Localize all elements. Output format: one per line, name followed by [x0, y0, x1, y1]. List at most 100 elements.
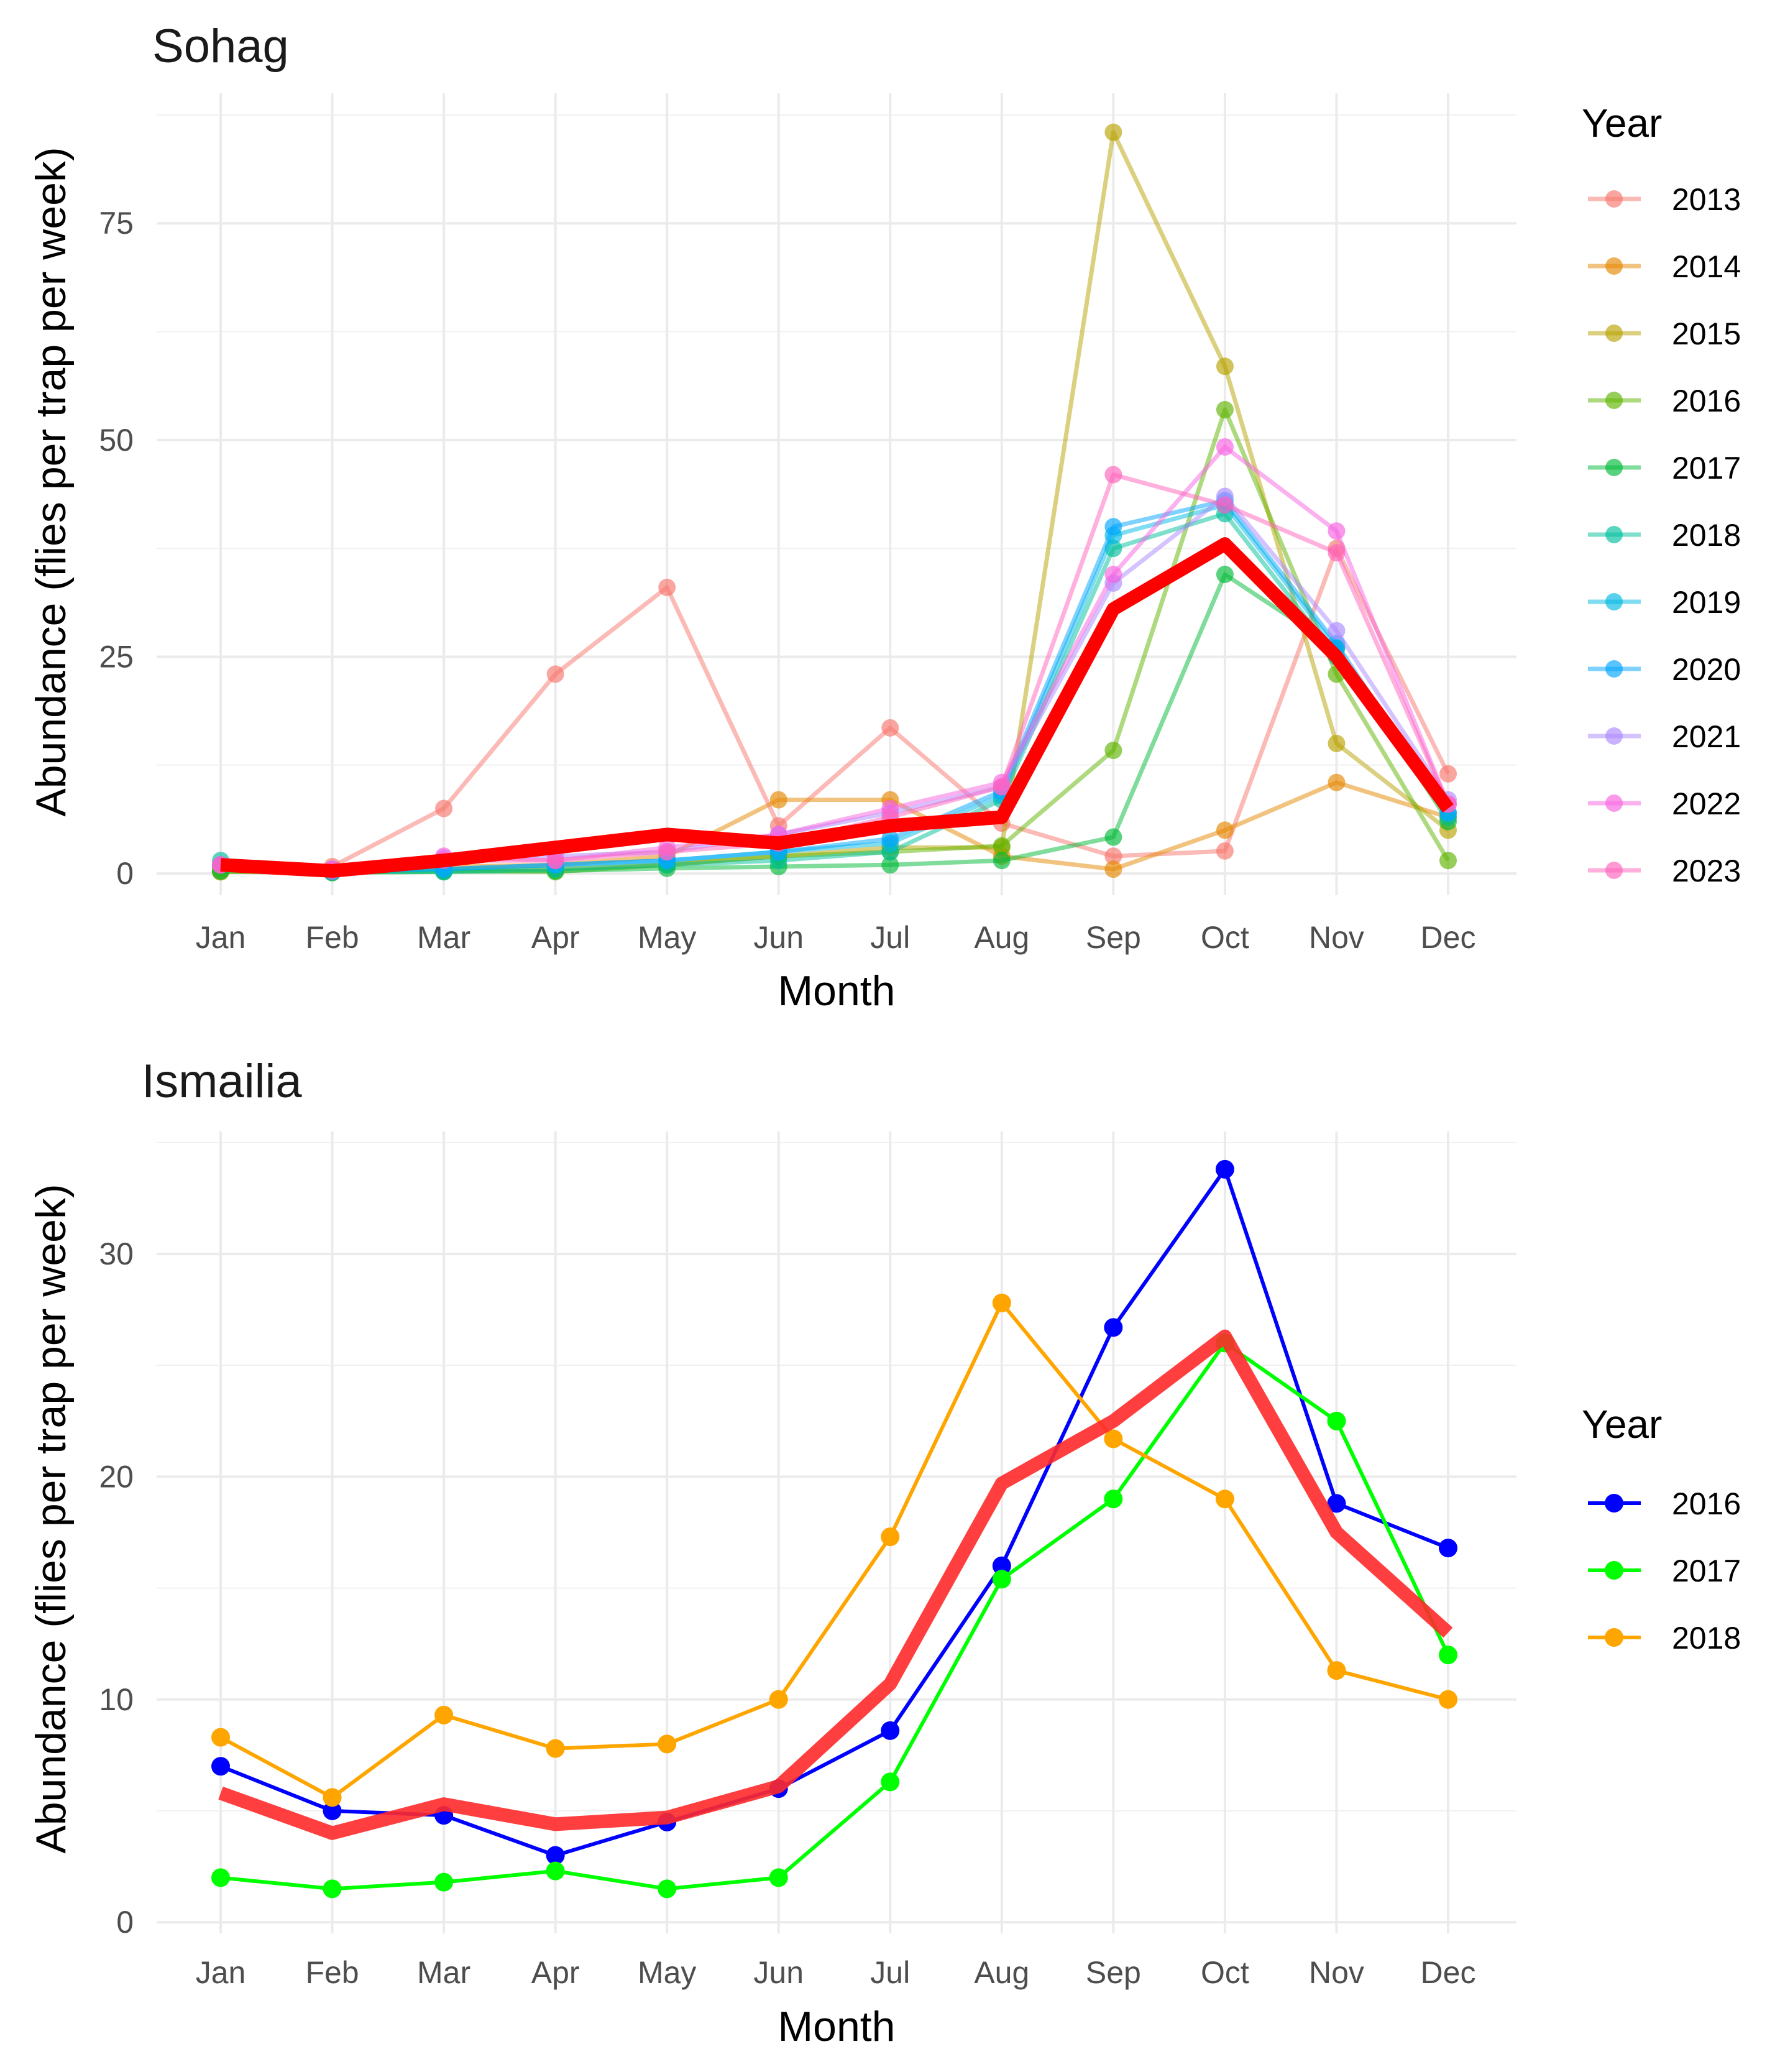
sohag-point-2017 [993, 852, 1011, 870]
sohag-legend-marker [1605, 392, 1623, 409]
ismailia-legend-entry-2016: 2016 [1588, 1486, 1741, 1521]
ismailia-point-2018 [546, 1739, 565, 1758]
sohag-point-2015 [1104, 123, 1122, 141]
ismailia-point-2017 [211, 1868, 230, 1887]
ismailia-point-2016 [211, 1757, 230, 1776]
sohag-point-2023 [1328, 544, 1346, 562]
sohag-legend-label: 2017 [1672, 451, 1741, 486]
legend-title-sohag: Year [1582, 101, 1662, 145]
sohag-legend-marker [1605, 660, 1623, 678]
ismailia-y-tick-label: 10 [99, 1682, 134, 1717]
ismailia-legend-marker [1605, 1494, 1623, 1513]
ismailia-point-2017 [1439, 1646, 1457, 1665]
ismailia-point-2016 [1104, 1318, 1123, 1337]
ismailia-point-2017 [546, 1861, 565, 1881]
ismailia-point-2018 [1327, 1661, 1346, 1680]
ismailia-series-line-2018 [219, 1301, 1449, 1800]
ismailia-x-tick-labels: Jan Feb Mar Apr May Jun Jul Aug Sep Oct Nov Dec [196, 1955, 1476, 1990]
ismailia-point-2018 [323, 1788, 342, 1807]
sohag-legend-label: 2018 [1672, 518, 1741, 553]
sohag-point-2020 [1104, 518, 1122, 536]
ismailia-legend-items: 2016 2017 2018 [1588, 1486, 1741, 1655]
x-axis-title-sohag: Month [778, 967, 896, 1015]
ismailia-x-tick-label: Sep [1086, 1955, 1141, 1990]
ismailia-point-2018 [881, 1527, 900, 1547]
sohag-legend-entry-2021: 2021 [1588, 719, 1741, 754]
sohag-x-tick-label: Dec [1421, 920, 1476, 955]
ismailia-x-tick-label: Feb [305, 1955, 359, 1990]
ismailia-point-2016 [1439, 1539, 1457, 1558]
sohag-legend-entry-2019: 2019 [1588, 585, 1741, 620]
ismailia-legend-marker [1605, 1561, 1623, 1580]
sohag-series-2023 [212, 466, 1457, 880]
sohag-point-2017 [1216, 566, 1234, 583]
sohag-legend-label: 2023 [1672, 854, 1741, 888]
sohag-point-2022 [1216, 438, 1234, 456]
sohag-point-2013 [658, 578, 676, 596]
ismailia-point-2016 [546, 1846, 565, 1865]
sohag-legend-label: 2013 [1672, 182, 1741, 217]
panel-title-ismailia: Ismailia [142, 1055, 302, 1108]
ismailia-point-2017 [769, 1868, 788, 1887]
sohag-point-2014 [1104, 860, 1122, 878]
ismailia-point-2017 [323, 1879, 342, 1899]
ismailia-legend: Year 2016 2017 2018 [1582, 1402, 1741, 1655]
sohag-legend-label: 2021 [1672, 719, 1741, 754]
sohag-x-tick-label: Feb [305, 920, 359, 955]
sohag-legend-marker [1605, 794, 1623, 812]
sohag-legend-label: 2016 [1672, 384, 1741, 418]
ismailia-point-2018 [434, 1705, 454, 1724]
sohag-series-line-2016 [220, 407, 1451, 875]
ismailia-point-2018 [1215, 1490, 1234, 1509]
sohag-x-tick-label: Mar [417, 920, 470, 955]
ismailia-y-tick-labels: 0 10 20 30 [99, 1236, 134, 1940]
sohag-x-tick-label: Oct [1201, 920, 1249, 955]
ismailia-x-tick-label: Oct [1201, 1955, 1249, 1990]
sohag-legend-entry-2015: 2015 [1588, 316, 1741, 351]
sohag-legend-entry-2020: 2020 [1588, 652, 1741, 687]
ismailia-point-2018 [992, 1293, 1011, 1312]
sohag-point-2013 [881, 719, 899, 737]
sohag-point-2016 [1216, 401, 1234, 419]
legend-title-ismailia: Year [1582, 1402, 1662, 1447]
y-axis-title-sohag: Abundance (flies per trap per week) [27, 147, 75, 816]
ismailia-legend-label: 2018 [1672, 1621, 1741, 1655]
sohag-point-2022 [1328, 522, 1346, 540]
sohag-legend-marker [1605, 325, 1623, 342]
ismailia-point-2018 [769, 1690, 788, 1709]
sohag-legend-marker [1605, 727, 1623, 745]
ismailia-point-2017 [881, 1772, 900, 1792]
ismailia-panel: Ismailia 0 10 20 30 Jan Feb Mar Apr May Jun Jul Au… [27, 1055, 1741, 2050]
sohag-series-line-2022 [220, 444, 1451, 872]
sohag-legend-marker [1605, 862, 1623, 879]
sohag-point-2013 [435, 799, 453, 817]
ismailia-legend-entry-2017: 2017 [1588, 1554, 1741, 1588]
ismailia-point-2017 [658, 1879, 677, 1899]
ismailia-series-2016 [211, 1159, 1457, 1865]
ismailia-x-tick-label: Dec [1421, 1955, 1476, 1990]
sohag-point-2022 [1104, 566, 1122, 583]
sohag-y-tick-label: 25 [99, 639, 134, 674]
sohag-point-2015 [1328, 734, 1346, 752]
sohag-legend-entry-2013: 2013 [1588, 182, 1741, 217]
sohag-point-2016 [1104, 742, 1122, 760]
sohag-point-2023 [546, 852, 564, 870]
sohag-legend-label: 2019 [1672, 585, 1741, 620]
sohag-x-tick-label: Jan [196, 920, 246, 955]
sohag-legend-entry-2014: 2014 [1588, 249, 1741, 284]
ismailia-series [211, 1159, 1457, 1899]
sohag-legend-marker [1605, 257, 1623, 275]
ismailia-x-tick-label: Jul [870, 1955, 910, 1990]
sohag-series-line-2020 [220, 498, 1450, 874]
sohag-point-2013 [1439, 765, 1457, 783]
sohag-point-2020 [881, 830, 899, 848]
sohag-x-tick-label: Jul [870, 920, 910, 955]
sohag-series-line-2019 [220, 502, 1450, 874]
sohag-mean-line [220, 537, 1454, 878]
sohag-panel: Sohag 0 25 50 75 Jan Feb Mar Apr May Jun Jul Aug Se… [27, 20, 1741, 1015]
sohag-point-2015 [1216, 357, 1234, 375]
sohag-point-2013 [546, 665, 564, 683]
sohag-series-2015 [212, 123, 1457, 880]
ismailia-point-2016 [992, 1556, 1011, 1575]
